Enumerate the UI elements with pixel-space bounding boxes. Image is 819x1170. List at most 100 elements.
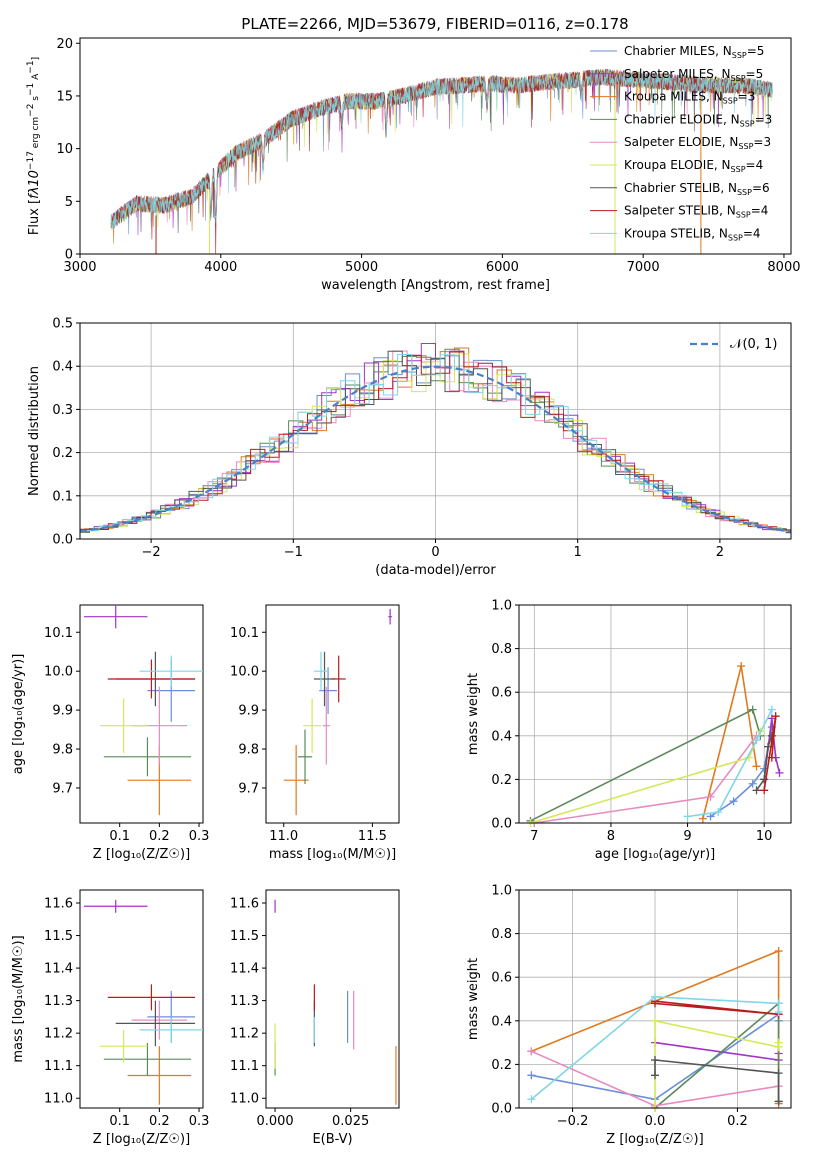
y-axis-label: mass weight	[466, 958, 481, 1040]
x-tick-label: 0.2	[149, 829, 170, 844]
x-tick-label: 10	[756, 829, 773, 844]
series-salpeter_stelib	[760, 712, 780, 795]
data-point-chabrier_elodie	[103, 737, 192, 777]
legend-label-value: =3	[753, 135, 771, 149]
legend-label-sub: SSP	[736, 211, 751, 220]
series-line	[710, 726, 773, 818]
series-line	[530, 995, 780, 1100]
x-tick-label: 0.0	[645, 1114, 666, 1129]
data-point-salpeter_miles	[388, 608, 392, 625]
data-point-marker	[774, 947, 783, 956]
y-tick-label: 10.1	[230, 626, 259, 641]
data-point-marker	[774, 1097, 783, 1106]
y-tick-label: 0.1	[52, 489, 73, 504]
y-axis-label-part: s	[31, 96, 41, 104]
legend-label-text: Salpeter STELIB, N	[624, 204, 736, 218]
data-point-kroupa_stelib	[313, 651, 329, 691]
data-point-salpeter_stelib	[107, 984, 196, 1011]
spectrum-frame	[79, 37, 792, 255]
y-axis-label: Normed distribution	[27, 366, 42, 496]
data-point-marker	[737, 662, 746, 671]
y-tick-label: 0.6	[491, 971, 512, 986]
panel-weight_vs_Z: −0.2 0.0 0.2 0.0 0.2 0.4 0.6 0.8 1.0 Z [log₁₀(Z/Z…	[466, 884, 792, 1147]
legend-label: Chabrier STELIB, NSSP=6	[624, 181, 770, 197]
y-tick-label: 15	[56, 89, 73, 104]
legend-label-text: Kroupa ELODIE, N	[624, 158, 731, 172]
y-tick-label: 10.0	[44, 665, 73, 680]
y-tick-label: 0.0	[52, 533, 73, 548]
y-tick-label: 11.6	[230, 897, 259, 912]
legend-label: Salpeter ELODIE, NSSP=3	[624, 135, 771, 151]
x-tick-label: 4000	[204, 260, 237, 275]
data-point-marker	[748, 779, 757, 788]
y-tick-label: 11.3	[44, 994, 73, 1009]
series-line	[755, 735, 773, 791]
series-chabrier_elodie	[651, 999, 783, 1112]
y-axis-label-part: −1	[26, 83, 36, 96]
data-point-chabrier_elodie	[103, 1042, 192, 1076]
x-tick-label: 0.000	[256, 1114, 293, 1129]
data-point-salpeter_miles	[83, 605, 148, 629]
y-tick-label: 11.1	[44, 1059, 73, 1074]
legend-label-sub: SSP	[737, 188, 752, 197]
series-kroupa_elodie	[526, 727, 765, 827]
y-tick-label: 1.0	[491, 884, 512, 899]
normal-curve	[80, 365, 791, 533]
legend-label-value: =5	[746, 67, 764, 81]
spectrum-lines	[110, 68, 773, 254]
data-point-chabrier_miles	[319, 667, 337, 714]
y-tick-label: 11.6	[44, 897, 73, 912]
y-tick-label: 11.0	[44, 1092, 73, 1107]
series-kroupa_stelib	[527, 992, 783, 1104]
legend-label-text: Chabrier ELODIE, N	[624, 112, 740, 126]
x-tick-label: 11.5	[358, 829, 387, 844]
y-tick-label: 5	[65, 195, 73, 210]
legend-label: 𝒩(0, 1)	[730, 337, 777, 352]
figure-title: PLATE=2266, MJD=53679, FIBERID=0116, z=0…	[241, 15, 628, 33]
panel-weight_vs_age: 7 8 9 10 0.0 0.2 0.4 0.6 0.8 1.0 age [log₁₀(age/yr…	[466, 599, 792, 862]
x-tick-label: 3000	[63, 260, 96, 275]
data-point-kroupa_stelib	[139, 1016, 203, 1043]
series-salpeter_miles	[651, 1038, 783, 1065]
x-axis-label: age [log₁₀(age/yr)]	[595, 847, 716, 862]
x-tick-label: 1	[574, 545, 582, 560]
data-point-marker	[771, 712, 780, 721]
legend-label-sub: SSP	[731, 74, 746, 83]
data-point-kroupa_stelib	[139, 655, 203, 687]
y-tick-label: 11.2	[44, 1027, 73, 1042]
histogram-chabrier_stelib	[80, 350, 791, 534]
y-tick-label: 10	[56, 142, 73, 157]
y-tick-label: 9.7	[52, 781, 73, 796]
legend-label-sub: SSP	[723, 97, 738, 106]
x-axis-label: (data-model)/error	[375, 563, 496, 578]
weight_vs_Z-frame	[518, 889, 792, 1109]
data-point-salpeter_miles	[83, 899, 148, 913]
data-point-kroupa_miles	[127, 1046, 192, 1105]
series-line	[687, 709, 773, 818]
y-axis-label-part: erg cm	[31, 117, 41, 151]
x-axis-label: mass [log₁₀(M/M☉)]	[269, 847, 396, 862]
legend-label-text: Salpeter ELODIE, N	[624, 135, 738, 149]
y-tick-label: 0.5	[52, 317, 73, 332]
data-point-marker	[698, 814, 707, 823]
x-tick-label: 0.1	[109, 829, 130, 844]
data-point-salpeter_stelib	[107, 659, 196, 699]
data-point-salpeter_elodie	[322, 686, 330, 765]
spectrum-salpeter_stelib	[110, 68, 773, 254]
y-tick-label: 0.4	[491, 1014, 512, 1029]
y-tick-label: 0.0	[491, 817, 512, 832]
y-axis-label: age [log₁₀(age/yr)]	[11, 654, 26, 775]
data-point-salpeter_stelib	[331, 655, 346, 703]
x-axis-label: Z [log₁₀(Z/Z☉)]	[93, 847, 190, 862]
legend-label: Salpeter STELIB, NSSP=4	[624, 204, 768, 220]
mass_vs_ebv-frame	[265, 889, 400, 1109]
x-axis-label: Z [log₁₀(Z/Z☉)]	[93, 1132, 190, 1147]
data-point-marker	[767, 705, 776, 714]
y-axis-label-part: A	[31, 73, 41, 83]
legend-label-value: =4	[743, 226, 761, 240]
histograms	[80, 343, 791, 534]
age_vs_mass-frame	[265, 604, 400, 824]
y-tick-label: 0.0	[491, 1102, 512, 1117]
legend-label-text: Kroupa STELIB, N	[624, 226, 728, 240]
